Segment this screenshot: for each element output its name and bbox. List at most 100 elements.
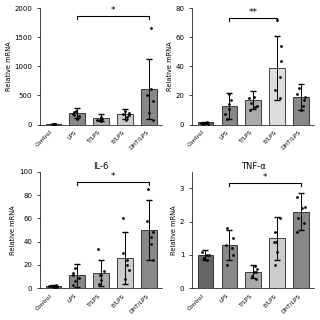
Point	[144, 93, 149, 98]
Point	[73, 108, 78, 113]
Point	[253, 105, 258, 110]
Point	[204, 252, 209, 258]
Y-axis label: Relative mRNA: Relative mRNA	[5, 42, 12, 91]
Point	[249, 100, 254, 105]
Point	[246, 96, 252, 101]
Point	[145, 187, 150, 192]
Point	[229, 246, 234, 251]
Point	[147, 110, 152, 116]
Bar	[245, 272, 261, 288]
Point	[76, 275, 82, 280]
Bar	[293, 97, 309, 125]
Point	[301, 103, 306, 108]
Point	[225, 262, 230, 268]
Point	[297, 86, 302, 91]
Point	[204, 120, 209, 125]
Point	[251, 94, 256, 100]
Point	[231, 252, 236, 258]
Point	[229, 97, 234, 102]
Point	[207, 252, 212, 258]
Point	[51, 122, 56, 127]
Point	[224, 226, 229, 231]
Point	[148, 25, 153, 30]
Point	[251, 269, 256, 274]
Text: *: *	[263, 173, 268, 182]
Point	[126, 267, 132, 272]
Point	[255, 267, 260, 272]
Point	[72, 110, 77, 115]
Point	[277, 96, 282, 101]
Point	[231, 236, 236, 241]
Point	[272, 87, 277, 92]
Point	[102, 268, 107, 273]
Title: TNF-α: TNF-α	[241, 162, 266, 171]
Point	[294, 194, 300, 199]
Point	[253, 263, 258, 268]
Bar	[93, 273, 109, 288]
Point	[97, 273, 102, 278]
Point	[227, 106, 232, 111]
Point	[52, 122, 57, 127]
Point	[54, 284, 59, 289]
Point	[279, 44, 284, 49]
Point	[52, 122, 58, 127]
Point	[50, 122, 55, 127]
Bar	[197, 123, 213, 125]
Point	[144, 218, 149, 223]
Y-axis label: Relative mRNA: Relative mRNA	[171, 205, 177, 255]
Point	[120, 216, 125, 221]
Point	[248, 108, 253, 113]
Point	[98, 116, 103, 121]
Point	[70, 111, 76, 116]
Point	[279, 58, 284, 63]
Point	[98, 115, 103, 120]
Point	[98, 273, 103, 278]
Point	[74, 116, 79, 121]
Point	[294, 92, 300, 97]
Point	[148, 241, 153, 246]
Point	[272, 262, 277, 268]
Point	[123, 109, 128, 114]
Point	[71, 271, 76, 276]
Point	[202, 255, 207, 260]
Point	[302, 94, 308, 100]
Bar	[45, 286, 61, 288]
Bar	[141, 89, 157, 125]
Point	[150, 258, 156, 263]
Point	[71, 273, 76, 278]
Point	[125, 258, 130, 263]
Point	[200, 250, 205, 255]
Point	[274, 17, 279, 22]
Point	[302, 97, 307, 102]
Title: IL-6: IL-6	[93, 162, 109, 171]
Point	[205, 120, 210, 125]
Point	[205, 121, 210, 126]
Bar	[269, 238, 285, 288]
Point	[299, 108, 304, 113]
Point	[97, 117, 102, 122]
Point	[72, 266, 77, 271]
Point	[301, 221, 306, 226]
Point	[51, 121, 56, 126]
Point	[204, 257, 209, 262]
Point	[94, 118, 100, 123]
Point	[151, 99, 156, 104]
Point	[126, 110, 131, 116]
Point	[96, 246, 101, 251]
Point	[254, 276, 259, 282]
Point	[227, 102, 232, 107]
Point	[47, 284, 52, 289]
Point	[274, 239, 279, 244]
Y-axis label: Relative mRNA: Relative mRNA	[167, 42, 172, 91]
Bar	[293, 212, 309, 288]
Text: **: **	[249, 8, 258, 17]
Point	[54, 284, 59, 289]
Point	[150, 117, 156, 123]
Point	[199, 121, 204, 126]
Point	[124, 262, 129, 268]
Point	[226, 92, 231, 97]
Point	[123, 117, 128, 123]
Point	[99, 277, 104, 283]
Point	[272, 239, 277, 244]
Bar	[45, 124, 61, 125]
